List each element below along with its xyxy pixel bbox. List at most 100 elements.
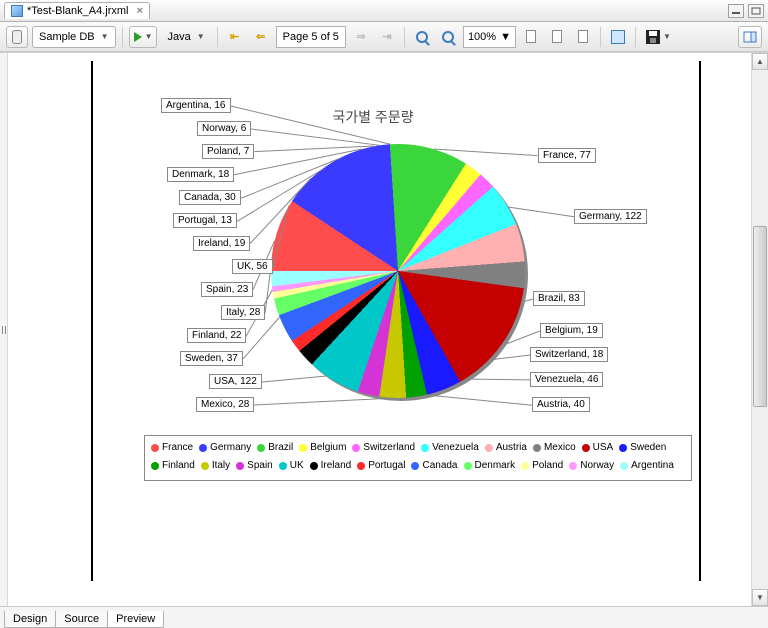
maximize-view-button[interactable] [748, 4, 764, 18]
scroll-up-button[interactable]: ▲ [752, 53, 768, 70]
leader-line [507, 206, 575, 218]
legend-swatch [151, 462, 159, 470]
last-page-button[interactable]: ⇥ [376, 26, 398, 48]
legend-label: Norway [580, 458, 614, 474]
fit-page-button[interactable] [520, 26, 542, 48]
pie-slice-label: Austria, 40 [532, 397, 590, 412]
chart-legend: FranceGermanyBrazilBelgiumSwitzerlandVen… [144, 435, 692, 481]
legend-item: Argentina [620, 458, 674, 474]
legend-swatch [619, 444, 627, 452]
leader-line [253, 397, 395, 406]
legend-item: Ireland [310, 458, 352, 474]
scrollbar-thumb[interactable] [753, 226, 767, 408]
legend-swatch [310, 462, 318, 470]
legend-swatch [620, 462, 628, 470]
minimize-view-button[interactable] [728, 4, 744, 18]
actual-size-icon [578, 30, 588, 43]
zoom-in-icon [442, 31, 454, 43]
last-page-icon: ⇥ [382, 30, 391, 43]
zoom-out-button[interactable] [411, 26, 433, 48]
fit-width-button[interactable] [546, 26, 568, 48]
left-gutter-handle[interactable] [0, 53, 8, 606]
pie-slice-label: France, 77 [538, 148, 596, 163]
zoom-out-icon [416, 31, 428, 43]
close-tab-icon[interactable]: × [136, 5, 142, 17]
leader-line [520, 298, 534, 303]
run-report-button[interactable]: ▼ [129, 26, 158, 48]
leader-line [488, 354, 531, 361]
legend-label: Venezuela [432, 440, 479, 456]
legend-swatch [279, 462, 287, 470]
zoom-combo[interactable]: 100% ▼ [463, 26, 516, 48]
actual-size-button[interactable] [572, 26, 594, 48]
pie-slice-label: Brazil, 83 [533, 291, 585, 306]
legend-swatch [582, 444, 590, 452]
export-icon [611, 30, 625, 44]
language-combo[interactable]: Java ▼ [161, 26, 210, 48]
page-number-field[interactable]: Page 5 of 5 [276, 26, 346, 48]
run-icon [134, 32, 142, 42]
grip-icon [2, 326, 6, 334]
datasource-label: Sample DB [39, 31, 95, 43]
pie-slice-label: USA, 122 [209, 374, 262, 389]
legend-label: UK [290, 458, 304, 474]
legend-swatch [151, 444, 159, 452]
editor-mode-tabs: Design Source Preview [0, 606, 768, 628]
tab-design[interactable]: Design [4, 611, 56, 628]
export-button[interactable] [607, 26, 629, 48]
next-page-icon: ⇒ [356, 30, 365, 43]
save-button[interactable]: ▼ [642, 26, 675, 48]
pie-slice-label: Ireland, 19 [193, 236, 250, 251]
file-tab-title: *Test-Blank_A4.jrxml [27, 5, 128, 17]
legend-swatch [533, 444, 541, 452]
pie-slice-label: Belgium, 19 [540, 323, 603, 338]
datasource-icon-button[interactable] [6, 26, 28, 48]
scroll-down-button[interactable]: ▼ [752, 589, 768, 606]
legend-label: USA [593, 440, 614, 456]
legend-item: Mexico [533, 440, 576, 456]
legend-swatch [485, 444, 493, 452]
legend-item: Poland [521, 458, 563, 474]
scrollbar-track[interactable] [752, 70, 768, 589]
legend-item: Germany [199, 440, 251, 456]
prev-page-button[interactable]: ⇐ [250, 26, 272, 48]
pie-slice-label: Denmark, 18 [167, 167, 234, 182]
pie-slice-label: Spain, 23 [201, 282, 253, 297]
pie-slice-label: Portugal, 13 [173, 213, 237, 228]
report-canvas[interactable]: 국가별 주문량 France, 77Germany, 122Brazil, 83… [8, 53, 751, 606]
first-page-button[interactable]: ⇤ [224, 26, 246, 48]
toggle-panel-button[interactable] [738, 26, 762, 48]
zoom-in-button[interactable] [437, 26, 459, 48]
legend-item: UK [279, 458, 304, 474]
legend-item: France [151, 440, 193, 456]
legend-swatch [236, 462, 244, 470]
first-page-icon: ⇤ [230, 30, 239, 43]
legend-item: Denmark [464, 458, 516, 474]
legend-label: Brazil [268, 440, 293, 456]
legend-label: Austria [496, 440, 527, 456]
vertical-scrollbar[interactable]: ▲ ▼ [751, 53, 768, 606]
legend-label: Sweden [630, 440, 666, 456]
save-dropdown-icon: ▼ [663, 32, 671, 41]
prev-page-icon: ⇐ [256, 30, 265, 43]
legend-swatch [411, 462, 419, 470]
legend-label: Portugal [368, 458, 405, 474]
editor-tab-bar: *Test-Blank_A4.jrxml × [0, 0, 768, 22]
leader-line [253, 145, 375, 153]
page-margin-left [91, 61, 93, 581]
dropdown-arrow-icon: ▼ [101, 32, 109, 41]
legend-label: Belgium [310, 440, 346, 456]
legend-swatch [201, 462, 209, 470]
datasource-combo[interactable]: Sample DB ▼ [32, 26, 116, 48]
page-margin-right [699, 61, 701, 581]
legend-item: Sweden [619, 440, 666, 456]
editor-file-tab[interactable]: *Test-Blank_A4.jrxml × [4, 2, 150, 19]
pie-slice-label: Italy, 28 [221, 305, 265, 320]
legend-label: Argentina [631, 458, 674, 474]
tab-source[interactable]: Source [55, 611, 108, 628]
tab-preview[interactable]: Preview [107, 611, 164, 628]
pie-slice-label: Switzerland, 18 [530, 347, 608, 362]
legend-label: Poland [532, 458, 563, 474]
preview-workspace: 국가별 주문량 France, 77Germany, 122Brazil, 83… [0, 52, 768, 606]
next-page-button[interactable]: ⇒ [350, 26, 372, 48]
